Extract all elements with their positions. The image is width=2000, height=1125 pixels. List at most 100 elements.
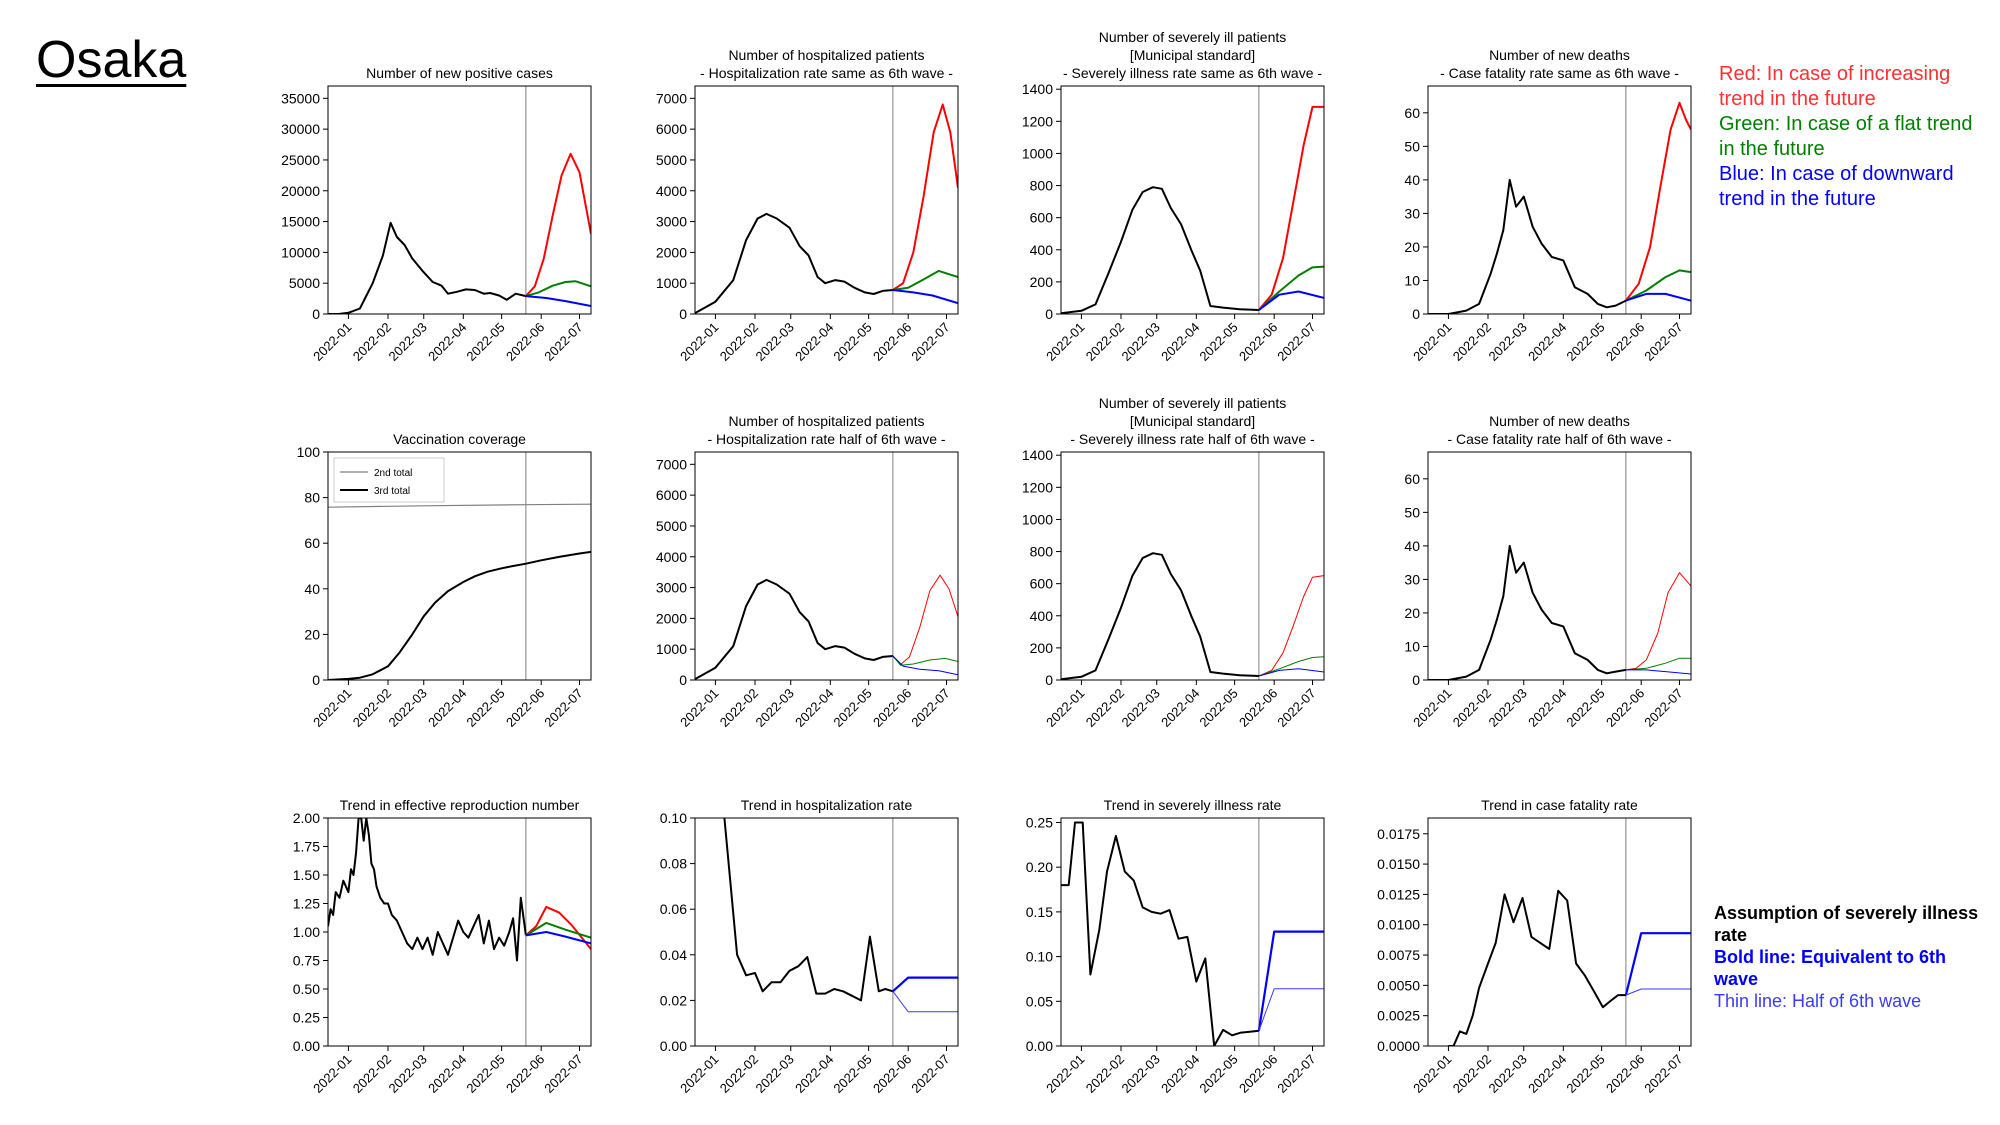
y-tick-label: 3000 (656, 580, 687, 596)
plot-frame (694, 451, 959, 681)
x-tick-label: 2022-01 (310, 320, 354, 364)
x-tick-label: 2022-07 (541, 1052, 585, 1096)
x-tick-label: 2022-06 (503, 1052, 547, 1096)
y-tick-label: 15000 (281, 214, 320, 230)
y-tick-label: 7000 (656, 90, 687, 106)
series-line-down (1625, 669, 1691, 675)
series-line-flat (525, 280, 591, 298)
legend-increase-text: Red: In case of increasing trend in the … (1719, 63, 1951, 110)
series-line-thin (1258, 988, 1324, 1031)
y-tick-label: 0 (1412, 306, 1420, 322)
chart-title-line: Number of new deaths (1489, 413, 1630, 429)
plot-frame (327, 85, 592, 315)
y-tick-label: 7000 (656, 456, 687, 472)
x-tick-label: 2022-02 (1083, 1052, 1127, 1096)
y-tick-label: 5000 (656, 152, 687, 168)
y-tick-label: 0.25 (293, 1010, 320, 1026)
series-line-observed (1061, 186, 1259, 314)
series-line-increase (892, 574, 958, 666)
series-line-observed (1428, 544, 1627, 680)
series-line-flat (1625, 269, 1691, 302)
chart-title-line: - Case fatality rate half of 6th wave - (1447, 431, 1671, 447)
y-tick-label: 0 (312, 306, 320, 322)
x-tick-label: 2022-05 (1196, 686, 1240, 730)
legend-flat-text: Green: In case of a flat trend in the fu… (1719, 113, 1973, 160)
x-tick-label: 2022-06 (870, 686, 914, 730)
y-tick-label: 0 (679, 672, 687, 688)
series-line-increase (525, 905, 591, 950)
x-tick-label: 2022-03 (753, 320, 797, 364)
series-line-gray (328, 503, 591, 508)
chart-panel-5: Vaccination coverage0204060801002022-012… (297, 431, 592, 730)
chart-title-line: [Municipal standard] (1130, 47, 1255, 63)
y-tick-label: 200 (1030, 640, 1054, 656)
series-line-down (1625, 292, 1691, 302)
series-line-increase (892, 103, 958, 291)
x-tick-label: 2022-03 (753, 686, 797, 730)
chart-title-line: - Hospitalization rate same as 6th wave … (700, 65, 953, 81)
chart-title-line: Number of new positive cases (366, 65, 553, 81)
plot-frame (694, 85, 959, 315)
y-tick-label: 0 (1412, 672, 1420, 688)
y-tick-label: 2000 (656, 244, 687, 260)
x-tick-label: 2022-02 (1083, 320, 1127, 364)
series-line-bold (1624, 932, 1691, 996)
series-line-observed (695, 578, 893, 680)
x-tick-label: 2022-01 (310, 686, 354, 730)
plot-frame (1060, 451, 1325, 681)
y-tick-label: 20000 (281, 183, 320, 199)
x-tick-label: 2022-04 (1525, 1052, 1569, 1096)
x-tick-label: 2022-02 (1450, 686, 1494, 730)
y-tick-label: 0.0025 (1377, 1008, 1420, 1024)
x-tick-label: 2022-07 (1641, 1052, 1685, 1096)
x-tick-label: 2022-06 (1236, 686, 1280, 730)
y-tick-label: 100 (297, 444, 321, 460)
series-line-observed (1448, 889, 1626, 1046)
y-tick-label: 0.0150 (1377, 856, 1420, 872)
chart-panel-8: Number of new deaths - Case fatality rate… (1404, 413, 1692, 730)
y-tick-label: 200 (1030, 274, 1054, 290)
x-tick-label: 2022-06 (1603, 320, 1647, 364)
x-tick-label: 2022-07 (541, 686, 585, 730)
x-tick-label: 2022-05 (830, 686, 874, 730)
y-tick-label: 60 (1404, 105, 1420, 121)
y-tick-label: 800 (1030, 178, 1054, 194)
x-tick-label: 2022-02 (717, 686, 761, 730)
chart-title-line: - Hospitalization rate half of 6th wave … (707, 431, 945, 447)
y-tick-label: 30000 (281, 121, 320, 137)
x-tick-label: 2022-04 (1525, 320, 1569, 364)
assumption-bold-line: Bold line: Equivalent to 6th wave (1714, 947, 1947, 989)
series-line-thin (892, 991, 958, 1013)
y-tick-label: 3000 (656, 214, 687, 230)
chart-title-line: Trend in hospitalization rate (741, 797, 913, 813)
chart-title-line: - Case fatality rate same as 6th wave - (1440, 65, 1679, 81)
y-tick-label: 40 (304, 581, 320, 597)
y-tick-label: 0 (1045, 672, 1053, 688)
y-tick-label: 400 (1030, 242, 1054, 258)
y-tick-label: 0.00 (293, 1038, 320, 1054)
plot-frame (1427, 451, 1692, 681)
y-tick-label: 6000 (656, 487, 687, 503)
series-line-down (1258, 668, 1324, 677)
legend-label-3rd: 3rd total (374, 486, 410, 497)
chart-title-line: [Municipal standard] (1130, 413, 1255, 429)
chart-panel-11: Trend in severely illness rate 0.00 0.05 0.… (1026, 797, 1325, 1096)
x-tick-label: 2022-07 (908, 1052, 952, 1096)
x-tick-label: 2022-04 (425, 686, 469, 730)
chart-panel-1: Number of new positive cases 0 5000 10000 15… (281, 65, 592, 364)
y-tick-label: 0 (312, 672, 320, 688)
y-tick-label: 25000 (281, 152, 320, 168)
assumption-heading: Assumption of severely illness rate (1714, 903, 1979, 945)
y-tick-label: 0.50 (293, 981, 320, 997)
x-tick-label: 2022-06 (870, 320, 914, 364)
y-tick-label: 1.25 (293, 896, 320, 912)
x-tick-label: 2022-01 (677, 1052, 721, 1096)
x-tick-label: 2022-05 (1196, 320, 1240, 364)
x-tick-label: 2022-01 (1410, 1052, 1454, 1096)
series-line-increase (1625, 101, 1691, 302)
chart-title-line: - Severely illness rate same as 6th wave… (1063, 65, 1322, 81)
legend-down-text: Blue: In case of downward trend in the f… (1719, 163, 1954, 210)
chart-panel-9: Trend in effective reproduction number 0.… (293, 797, 592, 1096)
x-tick-label: 2022-05 (1563, 686, 1607, 730)
x-tick-label: 2022-01 (1043, 686, 1087, 730)
